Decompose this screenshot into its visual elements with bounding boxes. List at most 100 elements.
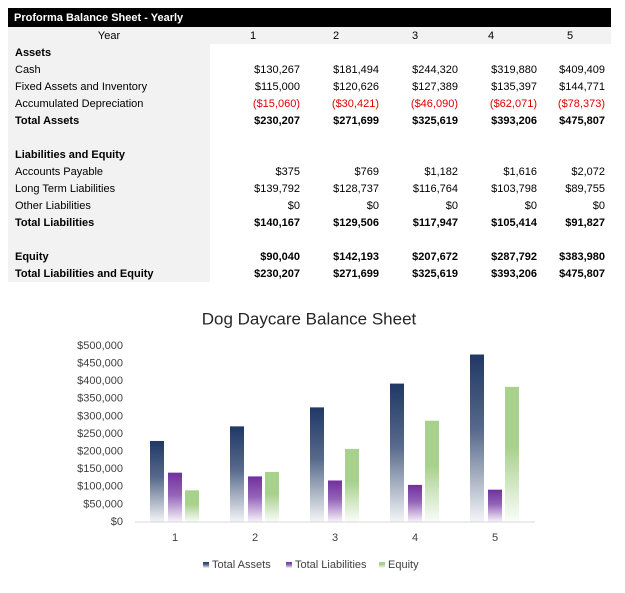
y-tick-label: $450,000 <box>77 358 123 370</box>
bar <box>248 476 262 522</box>
cell-value: $0 <box>288 200 300 212</box>
bar <box>470 354 484 522</box>
row-label: Fixed Assets and Inventory <box>15 81 148 93</box>
cell-value: $89,755 <box>565 183 605 195</box>
cell-value: $129,506 <box>333 217 379 229</box>
row-label: Accumulated Depreciation <box>15 98 143 110</box>
table-header-cell: 3 <box>412 30 418 42</box>
cell-value: $103,798 <box>491 183 537 195</box>
row-label: Cash <box>15 64 41 76</box>
cell-value: $1,182 <box>424 166 458 178</box>
table-title: Proforma Balance Sheet - Yearly <box>14 12 184 24</box>
bar <box>150 440 164 522</box>
cell-value: $230,207 <box>254 115 300 127</box>
cell-value: $383,980 <box>559 251 605 263</box>
cell-value: $140,167 <box>254 217 300 229</box>
y-tick-label: $350,000 <box>77 393 123 405</box>
y-tick-label: $100,000 <box>77 481 123 493</box>
row-label: Total Liabilities <box>15 217 94 229</box>
cell-value: $375 <box>276 166 300 178</box>
cell-value: ($78,373) <box>558 98 605 110</box>
header-row-bg <box>8 27 611 44</box>
bar <box>488 489 502 522</box>
cell-value: $287,792 <box>491 251 537 263</box>
cell-value: $117,947 <box>413 217 458 229</box>
cell-value: $105,414 <box>491 217 538 229</box>
cell-value: $475,807 <box>559 115 605 127</box>
cell-value: $130,267 <box>254 64 300 76</box>
cell-value: $230,207 <box>254 268 300 280</box>
cell-value: $181,494 <box>333 64 379 76</box>
x-tick-label: 4 <box>412 532 418 544</box>
legend-swatch <box>286 562 292 568</box>
cell-value: $127,389 <box>412 81 458 93</box>
legend-label: Total Assets <box>212 559 271 571</box>
row-label: Accounts Payable <box>15 166 103 178</box>
x-tick-label: 5 <box>492 532 498 544</box>
bar <box>408 484 422 522</box>
bar <box>505 386 519 522</box>
table-header-cell: 4 <box>488 30 494 42</box>
row-label: Equity <box>15 251 49 263</box>
y-tick-label: $500,000 <box>77 340 123 352</box>
cell-value: $0 <box>593 200 605 212</box>
chart-title: Dog Daycare Balance Sheet <box>202 309 417 328</box>
bar <box>185 490 199 522</box>
cell-value: $319,880 <box>491 64 537 76</box>
y-tick-label: $250,000 <box>77 428 123 440</box>
cell-value: $1,616 <box>503 166 537 178</box>
bar <box>328 480 342 522</box>
row-label: Other Liabilities <box>15 200 91 212</box>
legend-swatch <box>203 562 209 568</box>
row-label: Assets <box>15 47 51 59</box>
cell-value: $128,737 <box>333 183 379 195</box>
cell-value: $116,764 <box>413 183 458 195</box>
cell-value: $325,619 <box>412 268 458 280</box>
legend-label: Total Liabilities <box>295 559 367 571</box>
cell-value: $271,699 <box>333 268 379 280</box>
table-title-bar <box>8 8 611 27</box>
row-label: Liabilities and Equity <box>15 149 126 161</box>
y-tick-label: $0 <box>111 516 123 528</box>
cell-value: $0 <box>367 200 379 212</box>
x-tick-label: 3 <box>332 532 338 544</box>
bar <box>168 472 182 522</box>
cell-value: $393,206 <box>491 115 537 127</box>
cell-value: $91,827 <box>565 217 605 229</box>
cell-value: $325,619 <box>412 115 458 127</box>
cell-value: $0 <box>525 200 537 212</box>
x-tick-label: 2 <box>252 532 258 544</box>
cell-value: $393,206 <box>491 268 537 280</box>
cell-value: ($62,071) <box>490 98 537 110</box>
y-tick-label: $50,000 <box>83 498 123 510</box>
cell-value: $90,040 <box>260 251 300 263</box>
cell-value: $0 <box>446 200 458 212</box>
row-label: Total Liabilities and Equity <box>15 268 154 280</box>
cell-value: $135,397 <box>491 81 537 93</box>
cell-value: ($15,060) <box>253 98 300 110</box>
cell-value: $207,672 <box>412 251 458 263</box>
bar <box>265 471 279 522</box>
bar <box>230 426 244 522</box>
legend-label: Equity <box>388 559 419 571</box>
cell-value: $120,626 <box>333 81 379 93</box>
x-tick-label: 1 <box>172 532 178 544</box>
row-label: Long Term Liabilities <box>15 183 116 195</box>
cell-value: $139,792 <box>254 183 300 195</box>
bar <box>390 383 404 522</box>
cell-value: ($30,421) <box>332 98 379 110</box>
y-tick-label: $150,000 <box>77 463 123 475</box>
cell-value: $271,699 <box>333 115 379 127</box>
bar <box>310 407 324 522</box>
cell-value: $409,409 <box>559 64 605 76</box>
cell-value: $244,320 <box>412 64 458 76</box>
bar <box>425 420 439 522</box>
cell-value: $2,072 <box>571 166 605 178</box>
table-header-cell: 2 <box>333 30 339 42</box>
label-column-bg <box>8 44 210 282</box>
y-tick-label: $300,000 <box>77 410 123 422</box>
table-header-cell: 5 <box>567 30 573 42</box>
row-label: Total Assets <box>15 115 79 127</box>
